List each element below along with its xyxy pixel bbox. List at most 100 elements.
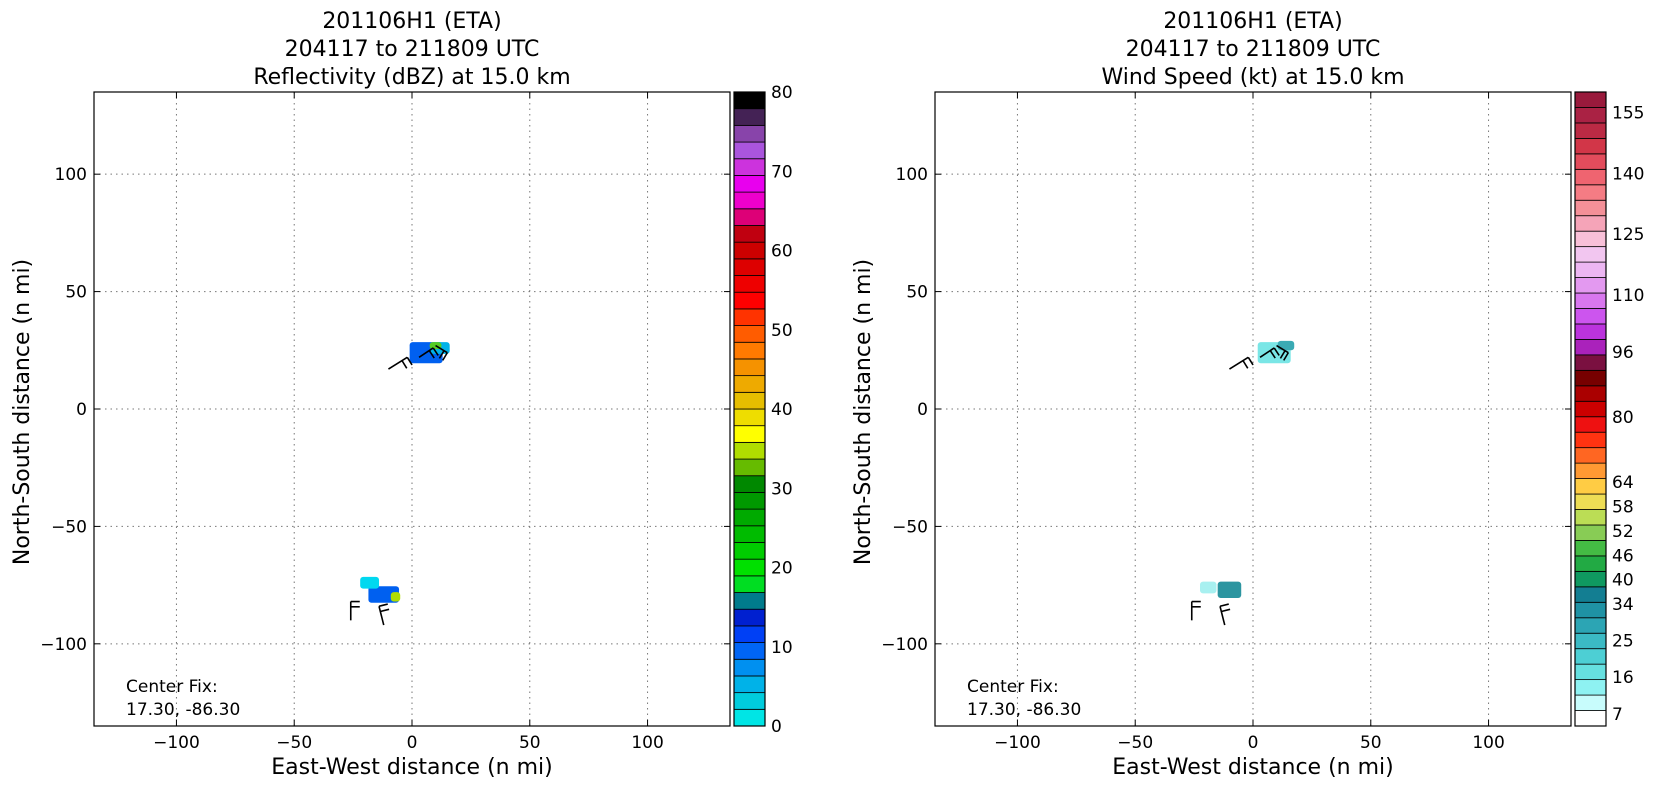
colorbar-segment <box>1574 308 1607 325</box>
colorbar-segment <box>1574 292 1607 309</box>
colorbar-tick-label: 0 <box>771 717 782 737</box>
colorbar-segment <box>1574 246 1607 263</box>
colorbar-segment <box>1574 462 1607 479</box>
colorbar-tick-label: 140 <box>1612 164 1644 184</box>
colorbar-tick-label: 20 <box>771 559 793 579</box>
colorbar-segment <box>1574 199 1607 217</box>
wind-speed-panel: 201106H1 (ETA) 204117 to 211809 UTC Wind… <box>851 9 1644 780</box>
wind-barb <box>418 347 439 359</box>
wind-speed-colorbar: 7 16 25 34 40 46 52 58 64 80 96 110 125 140 155 <box>1574 91 1644 727</box>
colorbar-segment <box>733 658 766 677</box>
wind-barbs <box>349 344 449 626</box>
colorbar-tick-label: 34 <box>1612 595 1634 615</box>
colorbar-tick-label: 80 <box>771 83 793 103</box>
colorbar-segment <box>733 124 766 143</box>
colorbar-segment <box>733 275 766 293</box>
colorbar-segment <box>733 358 766 377</box>
colorbar-segment <box>733 475 766 493</box>
chart-title-line-3: Wind Speed (kt) at 15.0 km <box>1101 65 1404 90</box>
colorbar-tick-label: 40 <box>1612 571 1634 591</box>
x-tick-label: 0 <box>1248 733 1259 753</box>
colorbar-segment <box>733 558 766 577</box>
colorbar-segment <box>733 225 766 243</box>
colorbar-tick-label: 46 <box>1612 546 1634 566</box>
chart-title-line-2: 204117 to 211809 UTC <box>1126 37 1381 62</box>
colorbar-tick-label: 10 <box>771 638 793 658</box>
echo-patch <box>390 592 401 602</box>
colorbar-segment <box>1574 230 1607 248</box>
chart-title-line-3: Reflectivity (dBZ) at 15.0 km <box>253 65 570 90</box>
y-tick-label: −50 <box>51 517 87 537</box>
colorbar-segment <box>733 341 766 360</box>
colorbar-segment <box>733 441 766 460</box>
wind-barb <box>388 356 413 370</box>
wind-barb <box>349 600 360 621</box>
colorbar-segment <box>1574 663 1607 681</box>
colorbar-segment <box>1574 400 1607 418</box>
colorbar-segment <box>733 675 766 694</box>
colorbar-segment <box>1574 385 1607 402</box>
x-tick-label: −100 <box>153 733 200 753</box>
colorbar-segment <box>1574 586 1607 603</box>
colorbar-segment <box>733 508 766 527</box>
colorbar-segment <box>1574 447 1607 464</box>
colorbar-frame <box>733 91 766 727</box>
colorbar-segment <box>1574 168 1607 186</box>
x-tick-label: 50 <box>519 733 541 753</box>
colorbar-segment <box>1574 524 1607 541</box>
y-tick-label: −100 <box>881 635 928 655</box>
colorbar-segment <box>1574 679 1607 696</box>
y-tick-label: 50 <box>906 283 928 303</box>
x-tick-label: −50 <box>276 733 312 753</box>
colorbar-tick-label: 40 <box>771 400 793 420</box>
y-axis-label: North-South distance (n mi) <box>851 259 876 565</box>
x-tick-label: 100 <box>631 733 663 753</box>
colorbar-segment <box>733 492 766 510</box>
wind-barb <box>1190 600 1201 621</box>
x-tick-label: −100 <box>994 733 1041 753</box>
grid-lines <box>94 92 730 726</box>
colorbar-tick-label: 125 <box>1612 225 1644 245</box>
colorbar-segment <box>733 291 766 310</box>
colorbar-segment <box>733 308 766 326</box>
x-tick-label: 50 <box>1360 733 1382 753</box>
colorbar-segment <box>1574 648 1607 665</box>
y-tick-label: 100 <box>55 165 87 185</box>
colorbar-segment <box>1574 339 1607 356</box>
colorbar-segment <box>733 525 766 543</box>
colorbar-segment <box>1574 555 1607 572</box>
x-tick-label: 0 <box>407 733 418 753</box>
plot-frame <box>934 91 1572 727</box>
colorbar-tick-label: 64 <box>1612 473 1634 493</box>
colorbar-tick-label: 16 <box>1612 668 1634 688</box>
echo-patch <box>360 576 380 589</box>
y-tick-label: 0 <box>76 400 87 420</box>
colorbar-segment <box>1574 354 1607 371</box>
center-fix-coordinates: 17.30, -86.30 <box>126 700 240 720</box>
echo-field <box>360 342 450 603</box>
colorbar-tick-label: 110 <box>1612 286 1644 306</box>
colorbar-segment <box>733 375 766 393</box>
plot-frame <box>93 91 731 727</box>
colorbar-segment <box>1574 91 1607 108</box>
colorbar-tick-label: 70 <box>771 162 793 182</box>
colorbar-segment <box>1574 710 1607 727</box>
colorbar-tick-label: 7 <box>1612 705 1623 725</box>
colorbar-segment <box>733 325 766 343</box>
colorbar-segment <box>1574 369 1607 387</box>
center-fix-coordinates: 17.30, -86.30 <box>967 700 1081 720</box>
colorbar-segment <box>1574 431 1607 449</box>
center-fix-label: Center Fix: <box>126 677 218 697</box>
colorbar-tick-label: 60 <box>771 242 793 262</box>
colorbar-segment <box>733 458 766 477</box>
echo-patch <box>1200 581 1217 594</box>
wind-barb <box>1219 603 1231 626</box>
y-tick-label: −50 <box>892 517 928 537</box>
colorbar-segment <box>1574 215 1607 232</box>
axis-ticks: −100 −50 0 50 100 −100 −50 0 50 100 <box>881 92 1571 753</box>
echo-patch <box>1277 340 1295 351</box>
colorbar-segment <box>1574 323 1607 340</box>
colorbar-segment <box>1574 493 1607 510</box>
reflectivity-panel: 201106H1 (ETA) 204117 to 211809 UTC Refl… <box>10 9 793 780</box>
